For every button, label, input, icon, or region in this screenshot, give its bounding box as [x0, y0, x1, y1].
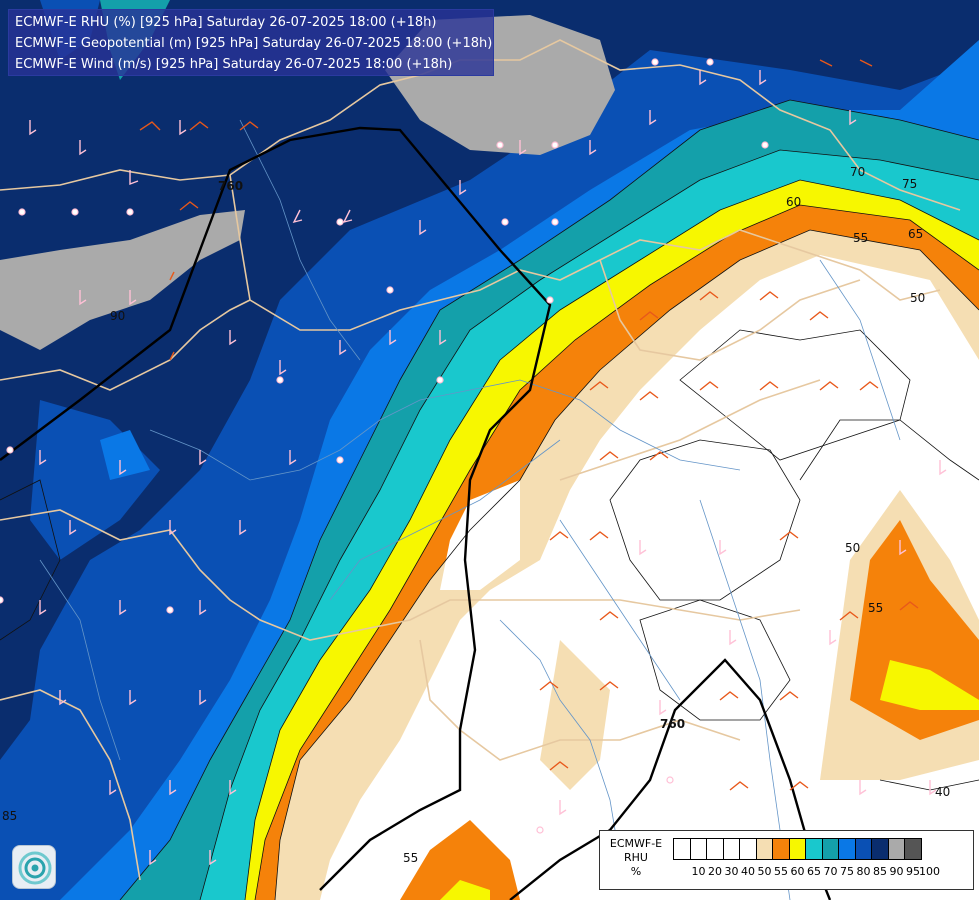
legend-swatch	[689, 838, 707, 860]
legend-tick-label: 40	[741, 865, 755, 878]
legend-tick-label: 60	[790, 865, 805, 878]
rhu-patch-60-c	[400, 820, 520, 900]
legend-swatch	[739, 838, 757, 860]
legend-swatch	[871, 838, 889, 860]
station-markers	[0, 58, 769, 834]
legend-swatch	[887, 838, 905, 860]
legend-swatch	[838, 838, 856, 860]
rhu-band-dry	[320, 255, 979, 900]
legend-tick-label: 85	[873, 865, 887, 878]
geopotential-lines	[0, 126, 832, 900]
wind-barbs	[29, 59, 947, 866]
legend-tick-label: 75	[840, 865, 854, 878]
contour-label-40: 40	[935, 785, 950, 799]
legend-swatch	[772, 838, 790, 860]
title-rhu: ECMWF-E RHU (%) [925 hPa] Saturday 26-07…	[15, 15, 437, 30]
legend-swatch	[788, 838, 806, 860]
legend-tick-label: 20	[708, 865, 722, 878]
legend-tick-label: 55	[774, 865, 788, 878]
rhu-patch-55-a	[540, 640, 610, 790]
legend-ticks: 10 20 30 40 50 55 60 65 70 75 80 85 90 95 100	[673, 865, 973, 879]
legend-tick-label: 10	[691, 865, 706, 878]
country-borders	[0, 39, 961, 881]
legend-colorbar	[673, 838, 922, 860]
rhu-band-dry-b	[440, 480, 520, 590]
legend-swatch	[805, 838, 823, 860]
geopotential-label-760b: 760	[660, 717, 685, 731]
rhu-patch-65-c	[440, 880, 490, 900]
rhu-band-90	[0, 0, 979, 760]
rhu-contour-lines	[0, 99, 979, 900]
title-box: ECMWF-E RHU (%) [925 hPa] Saturday 26-07…	[8, 9, 494, 76]
legend-swatch	[755, 838, 773, 860]
rhu-patch-65-b	[880, 660, 979, 710]
contour-label-55b: 55	[403, 851, 418, 865]
legend-swatch	[854, 838, 872, 860]
contour-label-65: 65	[908, 227, 923, 241]
legend-tick-label: 95	[906, 865, 920, 878]
title-wind: ECMWF-E Wind (m/s) [925 hPa] Saturday 26…	[15, 57, 453, 72]
rivers	[39, 119, 901, 900]
geopotential-label-760a: 760	[218, 179, 243, 193]
legend-tick-label: 90	[889, 865, 904, 878]
legend-tick-label: 80	[856, 865, 871, 878]
legend-title: ECMWF-E RHU %	[604, 837, 668, 879]
contour-label-70: 70	[850, 165, 865, 179]
contour-labels: 90 85 75 70 65 60 55 55 50 50 40 55 760 …	[2, 165, 950, 865]
legend-swatch	[904, 838, 922, 860]
legend-tick-label: 100	[919, 865, 940, 878]
title-geopotential: ECMWF-E Geopotential (m) [925 hPa] Satur…	[15, 36, 493, 51]
rhu-patch-95-b	[0, 210, 245, 350]
contour-label-90: 90	[110, 309, 125, 323]
contour-label-55a: 55	[853, 231, 868, 245]
contour-label-50b: 50	[845, 541, 860, 555]
legend-unit: %	[630, 865, 642, 878]
ecmwf-logo-icon	[12, 845, 56, 889]
rhu-patch-80-b	[100, 430, 150, 480]
legend-model: ECMWF-E	[609, 837, 663, 850]
legend-swatch	[821, 838, 839, 860]
legend-variable: RHU	[624, 851, 648, 864]
legend-tick-label: 50	[757, 865, 772, 878]
geopotential-line-760-b	[509, 658, 832, 900]
geopotential-line-760-a	[0, 126, 552, 891]
legend-swatch	[673, 838, 691, 860]
legend-swatch	[722, 838, 740, 860]
rhu-legend: ECMWF-E RHU % 10 20 30 40 50 55 60 65 70 75 80 85 90…	[599, 830, 974, 890]
contour-label-50a: 50	[910, 291, 925, 305]
contour-label-55c: 55	[868, 601, 883, 615]
legend-tick-label: 30	[724, 865, 739, 878]
legend-tick-label: 65	[807, 865, 821, 878]
legend-swatch	[706, 838, 724, 860]
contour-label-75: 75	[902, 177, 917, 191]
legend-tick-label: 70	[823, 865, 838, 878]
contour-label-85: 85	[2, 809, 17, 823]
contour-label-60: 60	[786, 195, 801, 209]
